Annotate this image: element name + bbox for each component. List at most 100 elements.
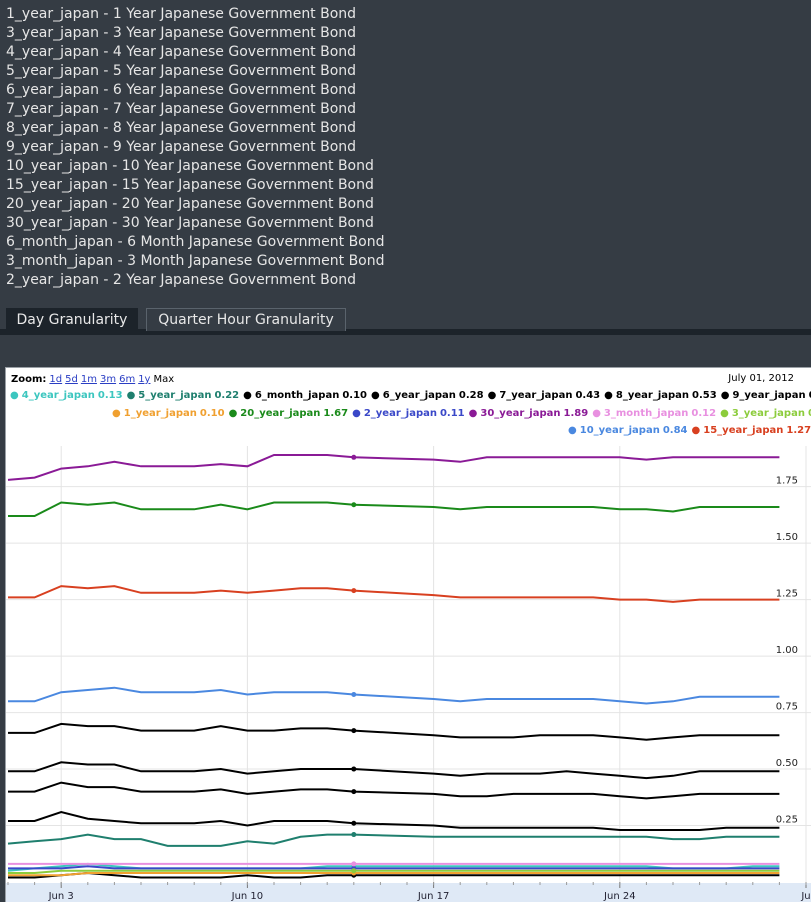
bond-list-item: 6_year_japan - 6 Year Japanese Governmen… bbox=[6, 82, 357, 98]
legend-series-name: 10_year_japan bbox=[579, 425, 660, 436]
legend-series-name: 6_year_japan bbox=[382, 390, 456, 401]
chart-panel: Zoom: 1d 5d 1m 3m 6m 1y Max July 01, 2012 ● 4_ye… bbox=[5, 367, 811, 902]
legend-series-name: 2_year_japan bbox=[363, 408, 437, 419]
legend-item-5_year_japan[interactable]: ● 5_year_japan 0.22 bbox=[127, 390, 240, 401]
bond-list-item: 15_year_japan - 15 Year Japanese Governm… bbox=[6, 177, 374, 193]
tab-quarter-hour-granularity[interactable]: Quarter Hour Granularity bbox=[146, 308, 346, 331]
series-marker-10_year_japan bbox=[351, 691, 357, 697]
legend-dot-icon: ● bbox=[720, 390, 730, 401]
bond-list-item: 8_year_japan - 8 Year Japanese Governmen… bbox=[6, 120, 357, 136]
line-chart: 0.25 0.50 0.75 1.00 1.25 1.50 1.75 Jun 3 Jun 10 J… bbox=[6, 446, 811, 902]
y-tick-label: 1.50 bbox=[776, 532, 798, 543]
legend-item-6_year_japan[interactable]: ● 6_year_japan 0.28 bbox=[371, 390, 484, 401]
legend-series-name: 8_year_japan bbox=[615, 390, 690, 401]
legend-series-value: 0.43 bbox=[575, 390, 601, 401]
x-axis-band bbox=[6, 883, 811, 902]
x-tick-label: Jun 17 bbox=[417, 891, 450, 902]
series-marker-15_year_japan bbox=[351, 588, 357, 594]
legend-series-name: 5_year_japan bbox=[138, 390, 212, 401]
legend-item-3_month_japan[interactable]: ● 3_month_japan 0.12 bbox=[592, 408, 716, 419]
series-marker-8_year_japan bbox=[351, 766, 357, 772]
legend-series-value: 1.89 bbox=[563, 408, 589, 419]
legend-dot-icon: ● bbox=[228, 408, 238, 419]
zoom-option-3m[interactable]: 3m bbox=[99, 374, 117, 385]
bond-list-item: 5_year_japan - 5 Year Japanese Governmen… bbox=[6, 63, 357, 79]
legend-series-name: 15_year_japan bbox=[703, 425, 784, 436]
legend-series-value: 0.67 bbox=[809, 390, 811, 401]
series-line-5_year_japan bbox=[7, 833, 780, 847]
legend-item-4_year_japan[interactable]: ● 4_year_japan 0.13 bbox=[10, 390, 123, 401]
legend-item-7_year_japan[interactable]: ● 7_year_japan 0.43 bbox=[488, 390, 601, 401]
legend-row-2: ● 1_year_japan 0.10 ● 20_year_japan 1.67 ● 2_ye… bbox=[108, 408, 811, 419]
zoom-option-1m[interactable]: 1m bbox=[80, 374, 97, 385]
series-marker-3_month_japan bbox=[351, 861, 357, 867]
legend-row-1: ● 4_year_japan 0.13 ● 5_year_japan 0.22 ● 6_mon… bbox=[6, 390, 811, 401]
x-tick-label: Ju bbox=[800, 891, 810, 902]
legend-item-1_year_japan[interactable]: ● 1_year_japan 0.10 bbox=[112, 408, 225, 419]
zoom-option-5d[interactable]: 5d bbox=[65, 374, 78, 385]
series-line-8_year_japan bbox=[8, 761, 780, 780]
legend-series-value: 0.10 bbox=[342, 390, 368, 401]
legend-item-15_year_japan[interactable]: ● 15_year_japan 1.27 bbox=[692, 425, 811, 436]
series-marker-20_year_japan bbox=[351, 502, 357, 508]
bond-list-item: 2_year_japan - 2 Year Japanese Governmen… bbox=[6, 272, 357, 288]
legend-series-name: 3_year_japan bbox=[731, 408, 805, 419]
legend-dot-icon: ● bbox=[243, 390, 252, 401]
legend-series-value: 0.12 bbox=[691, 408, 717, 419]
series-line-20_year_japan bbox=[8, 501, 780, 517]
y-tick-label: 1.00 bbox=[776, 645, 798, 656]
legend-series-value: 0.11 bbox=[808, 408, 811, 419]
legend-item-10_year_japan[interactable]: ● 10_year_japan 0.84 bbox=[568, 425, 688, 436]
y-tick-label: 0.50 bbox=[776, 758, 798, 769]
legend-dot-icon: ● bbox=[487, 390, 497, 401]
legend-item-20_year_japan[interactable]: ● 20_year_japan 1.67 bbox=[229, 408, 349, 419]
bond-list-item: 4_year_japan - 4 Year Japanese Governmen… bbox=[6, 44, 357, 60]
legend-dot-icon: ● bbox=[592, 408, 601, 419]
legend-series-value: 0.13 bbox=[97, 390, 123, 401]
legend-dot-icon: ● bbox=[112, 408, 121, 419]
zoom-label: Zoom: bbox=[11, 374, 47, 385]
legend-item-8_year_japan[interactable]: ● 8_year_japan 0.53 bbox=[604, 390, 717, 401]
legend-series-name: 9_year_japan bbox=[732, 390, 806, 401]
legend-dot-icon: ● bbox=[720, 408, 729, 419]
y-tick-label: 0.25 bbox=[776, 815, 798, 826]
zoom-option-1y[interactable]: 1y bbox=[138, 374, 151, 385]
legend-item-30_year_japan[interactable]: ● 30_year_japan 1.89 bbox=[469, 408, 589, 419]
legend-dot-icon: ● bbox=[568, 425, 577, 436]
legend-dot-icon: ● bbox=[468, 408, 478, 419]
legend-series-name: 7_year_japan bbox=[499, 390, 573, 401]
bond-list-item: 30_year_japan - 30 Year Japanese Governm… bbox=[6, 215, 374, 231]
zoom-max[interactable]: Max bbox=[153, 374, 175, 385]
bond-list-item: 1_year_japan - 1 Year Japanese Governmen… bbox=[6, 6, 357, 22]
legend-series-value: 1.67 bbox=[323, 408, 349, 419]
legend-series-value: 1.27 bbox=[786, 425, 811, 436]
bond-list-item: 9_year_japan - 9 Year Japanese Governmen… bbox=[6, 139, 357, 155]
granularity-tabs: Day Granularity Quarter Hour Granularity bbox=[0, 307, 811, 337]
legend-dot-icon: ● bbox=[126, 390, 136, 401]
series-line-30_year_japan bbox=[7, 454, 780, 481]
chart-date: July 01, 2012 bbox=[728, 373, 794, 384]
series-line-7_year_japan bbox=[8, 781, 780, 800]
legend-dot-icon: ● bbox=[352, 408, 361, 419]
zoom-option-6m[interactable]: 6m bbox=[119, 374, 136, 385]
legend-series-name: 3_month_japan bbox=[603, 408, 689, 419]
series-marker-6_year_japan bbox=[351, 820, 357, 826]
legend-series-value: 0.22 bbox=[214, 390, 240, 401]
legend-dot-icon: ● bbox=[691, 425, 701, 436]
legend-dot-icon: ● bbox=[604, 390, 613, 401]
bond-list-item: 6_month_japan - 6 Month Japanese Governm… bbox=[6, 234, 385, 250]
x-tick-label: Jun 3 bbox=[48, 891, 74, 902]
zoom-option-1d[interactable]: 1d bbox=[49, 374, 63, 385]
bond-list-item: 10_year_japan - 10 Year Japanese Governm… bbox=[6, 158, 374, 174]
legend-series-value: 0.10 bbox=[199, 408, 225, 419]
series-line-10_year_japan bbox=[8, 686, 780, 705]
legend-series-name: 30_year_japan bbox=[480, 408, 561, 419]
tab-day-granularity[interactable]: Day Granularity bbox=[6, 308, 138, 331]
series-line-4_year_japan bbox=[7, 862, 780, 872]
bond-list-item: 3_month_japan - 3 Month Japanese Governm… bbox=[6, 253, 385, 269]
series-line-2_year_japan bbox=[8, 865, 780, 870]
legend-item-2_year_japan[interactable]: ● 2_year_japan 0.11 bbox=[352, 408, 465, 419]
legend-item-6_month_japan[interactable]: ● 6_month_japan 0.10 bbox=[243, 390, 367, 401]
